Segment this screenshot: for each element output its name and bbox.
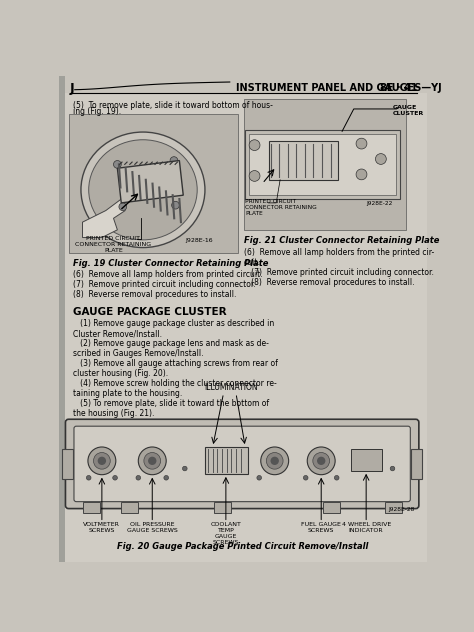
Text: GAUGE
CLUSTER: GAUGE CLUSTER (392, 105, 424, 116)
Circle shape (356, 138, 367, 149)
Circle shape (138, 447, 166, 475)
Circle shape (356, 169, 367, 179)
Circle shape (303, 475, 308, 480)
Text: (1) Remove gauge package cluster as described in: (1) Remove gauge package cluster as desc… (73, 319, 274, 328)
Polygon shape (82, 199, 125, 238)
Bar (411, 449, 422, 478)
Text: J928E-28: J928E-28 (388, 507, 414, 512)
Circle shape (119, 203, 127, 210)
Bar (205, 447, 247, 474)
Text: (3) Remove all gauge attaching screws from rear of: (3) Remove all gauge attaching screws fr… (73, 359, 278, 368)
Bar (63, 449, 73, 478)
Text: taining plate to the housing.: taining plate to the housing. (73, 389, 182, 398)
Bar (323, 502, 340, 513)
Circle shape (86, 475, 91, 480)
Text: 8E · 41: 8E · 41 (380, 83, 417, 93)
Text: Fig. 19 Cluster Connector Retaining Plate: Fig. 19 Cluster Connector Retaining Plat… (73, 259, 269, 268)
Text: PRINTED CIRCUIT
CONNECTOR RETAINING
PLATE: PRINTED CIRCUIT CONNECTOR RETAINING PLAT… (75, 236, 152, 253)
Text: J928E-22: J928E-22 (366, 200, 392, 205)
Polygon shape (118, 161, 183, 203)
Bar (121, 502, 138, 513)
Bar (245, 130, 400, 199)
Circle shape (113, 475, 118, 480)
Text: (6)  Remove all lamp holders from the printed cir-: (6) Remove all lamp holders from the pri… (244, 248, 434, 257)
Circle shape (249, 140, 260, 150)
Circle shape (249, 171, 260, 181)
Text: scribed in Gauges Remove/Install.: scribed in Gauges Remove/Install. (73, 349, 204, 358)
Ellipse shape (89, 140, 197, 240)
Text: Fig. 21 Cluster Connector Retaining Plate: Fig. 21 Cluster Connector Retaining Plat… (244, 236, 439, 245)
Text: J: J (70, 82, 75, 95)
Bar (385, 502, 402, 513)
Bar (351, 449, 382, 471)
Circle shape (313, 453, 329, 469)
Circle shape (182, 466, 187, 471)
Bar (249, 133, 396, 195)
Bar (69, 114, 237, 253)
Text: Fig. 20 Gauge Package Printed Circuit Remove/Install: Fig. 20 Gauge Package Printed Circuit Re… (117, 542, 369, 552)
FancyBboxPatch shape (74, 426, 410, 502)
Circle shape (307, 447, 335, 475)
FancyBboxPatch shape (65, 419, 419, 509)
Text: (5) To remove plate, slide it toward the bottom of: (5) To remove plate, slide it toward the… (73, 399, 269, 408)
Circle shape (98, 457, 106, 465)
Ellipse shape (81, 132, 205, 248)
Text: (7)  Remove printed circuit including connector.: (7) Remove printed circuit including con… (244, 269, 434, 277)
Text: (5)  To remove plate, slide it toward bottom of hous-: (5) To remove plate, slide it toward bot… (73, 101, 273, 110)
Circle shape (164, 475, 169, 480)
Bar (244, 99, 406, 230)
Circle shape (113, 161, 121, 168)
Circle shape (257, 475, 262, 480)
Text: GAUGE PACKAGE CLUSTER: GAUGE PACKAGE CLUSTER (73, 307, 227, 317)
Text: COOLANT
TEMP
GAUGE
SCREWS: COOLANT TEMP GAUGE SCREWS (210, 523, 241, 545)
Circle shape (148, 457, 156, 465)
Circle shape (261, 447, 289, 475)
Text: Cluster Remove/Install.: Cluster Remove/Install. (73, 329, 162, 338)
Text: (8)  Reverse removal procedures to install.: (8) Reverse removal procedures to instal… (73, 290, 237, 299)
Circle shape (144, 453, 161, 469)
Bar (82, 502, 100, 513)
Text: cuit.: cuit. (244, 258, 260, 267)
Circle shape (271, 457, 279, 465)
Circle shape (93, 453, 110, 469)
Text: ILLUMINATION: ILLUMINATION (204, 382, 258, 392)
Text: VOLTMETER
SCREWS: VOLTMETER SCREWS (83, 523, 120, 533)
Bar (214, 502, 231, 513)
Text: (4) Remove screw holding the cluster connector re-: (4) Remove screw holding the cluster con… (73, 379, 277, 388)
Text: FUEL GAUGE
SCREWS: FUEL GAUGE SCREWS (301, 523, 341, 533)
Text: INSTRUMENT PANEL AND GAUGES—YJ: INSTRUMENT PANEL AND GAUGES—YJ (236, 83, 442, 93)
Circle shape (88, 447, 116, 475)
Text: J928E-16: J928E-16 (185, 238, 213, 243)
Circle shape (136, 475, 141, 480)
Circle shape (266, 453, 283, 469)
Text: the housing (Fig. 21).: the housing (Fig. 21). (73, 410, 155, 418)
Circle shape (334, 475, 339, 480)
Circle shape (390, 466, 395, 471)
Bar (59, 76, 73, 562)
Text: OIL PRESSURE
GAUGE SCREWS: OIL PRESSURE GAUGE SCREWS (127, 523, 178, 533)
Circle shape (375, 154, 386, 164)
Text: 4 WHEEL DRIVE
INDICATOR: 4 WHEEL DRIVE INDICATOR (342, 523, 391, 533)
Text: (2) Remove gauge package lens and mask as de-: (2) Remove gauge package lens and mask a… (73, 339, 269, 348)
Text: PRINTED CIRCUIT
CONNECTOR RETAINING
PLATE: PRINTED CIRCUIT CONNECTOR RETAINING PLAT… (245, 199, 317, 216)
Text: cluster housing (Fig. 20).: cluster housing (Fig. 20). (73, 369, 168, 378)
Bar (65, 76, 427, 93)
Text: ing (Fig. 19).: ing (Fig. 19). (73, 107, 121, 116)
Circle shape (170, 157, 178, 164)
Text: (7)  Remove printed circuit including connector.: (7) Remove printed circuit including con… (73, 280, 256, 289)
Text: (8)  Reverse removal procedures to install.: (8) Reverse removal procedures to instal… (244, 278, 414, 288)
Text: (6)  Remove all lamp holders from printed circuit.: (6) Remove all lamp holders from printed… (73, 270, 263, 279)
Circle shape (317, 457, 325, 465)
Circle shape (172, 202, 179, 209)
Bar (268, 142, 338, 179)
